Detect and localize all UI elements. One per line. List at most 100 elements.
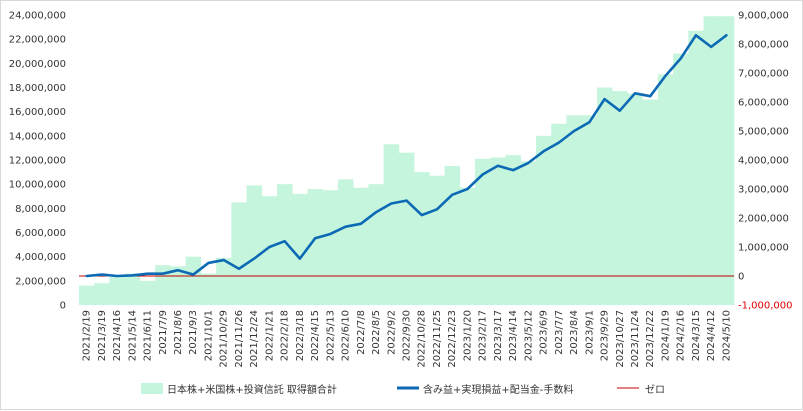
bar-acquisition xyxy=(596,87,613,305)
x-tick-label: 2021/9/3 xyxy=(188,310,199,355)
x-tick-label: 2023/7/7 xyxy=(554,310,565,355)
bar-acquisition xyxy=(520,161,537,305)
bar-acquisition xyxy=(490,157,506,305)
x-tick-label: 2023/12/22 xyxy=(645,310,656,368)
x-tick-label: 2023/5/12 xyxy=(523,310,534,361)
bar-acquisition xyxy=(398,152,415,305)
x-tick-label: 2022/12/23 xyxy=(447,310,458,368)
left-tick-label: 20,000,000 xyxy=(9,59,66,70)
bar-acquisition xyxy=(657,74,674,306)
x-tick-label: 2023/8/4 xyxy=(569,310,580,355)
x-tick-label: 2022/1/21 xyxy=(264,310,275,361)
bar-acquisition xyxy=(688,30,704,306)
right-tick-label: 5,000,000 xyxy=(738,127,789,138)
bar-acquisition xyxy=(124,273,141,305)
x-tick-label: 2022/9/30 xyxy=(402,310,413,361)
x-tick-label: 2021/12/24 xyxy=(249,310,260,368)
bar-acquisition xyxy=(368,184,384,305)
right-tick-label: 8,000,000 xyxy=(738,40,789,51)
bar-acquisition xyxy=(459,187,476,305)
x-tick-label: 2023/6/9 xyxy=(539,310,550,355)
legend-label-profit: 含み益+実現損益+配当金-手数料 xyxy=(423,383,573,396)
bar-acquisition xyxy=(109,277,125,305)
x-axis-ticks: 2021/2/19 2021/3/19 2021/4/16 2021/5/14 2021… xyxy=(82,310,733,368)
bar-acquisition xyxy=(337,179,354,305)
right-tick-label: -1,000,000 xyxy=(738,301,793,312)
x-tick-label: 2022/9/2 xyxy=(386,310,397,355)
x-tick-label: 2023/10/27 xyxy=(615,310,626,368)
x-tick-label: 2022/7/8 xyxy=(356,310,367,355)
left-tick-label: 16,000,000 xyxy=(9,107,66,118)
left-tick-label: 22,000,000 xyxy=(9,35,66,46)
x-tick-label: 2024/4/12 xyxy=(706,310,717,361)
x-tick-label: 2022/5/13 xyxy=(325,310,336,361)
left-tick-label: 8,000,000 xyxy=(15,204,66,215)
right-tick-label: 0 xyxy=(738,272,744,283)
x-tick-label: 2024/1/19 xyxy=(660,310,671,361)
left-tick-label: 4,000,000 xyxy=(15,252,66,263)
bar-acquisition xyxy=(581,115,598,305)
bar-acquisition xyxy=(246,185,263,306)
left-tick-label: 18,000,000 xyxy=(9,83,66,94)
bar-acquisition xyxy=(505,155,522,305)
x-tick-label: 2022/11/25 xyxy=(432,310,443,368)
x-tick-label: 2021/4/16 xyxy=(112,310,123,361)
bar-acquisition xyxy=(200,273,217,305)
bar-acquisition xyxy=(429,175,445,305)
right-tick-label: 9,000,000 xyxy=(738,11,789,22)
x-tick-label: 2021/8/6 xyxy=(173,310,184,355)
left-tick-label: 10,000,000 xyxy=(9,180,66,191)
bar-acquisition xyxy=(475,158,491,305)
x-tick-label: 2022/10/28 xyxy=(417,310,428,368)
left-tick-label: 0 xyxy=(60,301,66,312)
x-tick-label: 2021/6/11 xyxy=(143,310,154,361)
x-tick-label: 2024/2/16 xyxy=(676,310,687,361)
left-tick-label: 24,000,000 xyxy=(9,11,66,22)
bar-acquisition xyxy=(322,190,339,305)
right-tick-label: 1,000,000 xyxy=(738,243,789,254)
bar-acquisition xyxy=(383,144,400,305)
bar-acquisition xyxy=(139,280,156,305)
bar-acquisition xyxy=(444,166,461,305)
x-tick-label: 2023/9/29 xyxy=(600,310,611,361)
x-tick-label: 2021/11/26 xyxy=(234,310,245,368)
left-tick-label: 2,000,000 xyxy=(15,276,66,287)
bar-acquisition xyxy=(292,193,308,305)
bar-acquisition xyxy=(414,172,430,305)
x-tick-label: 2024/5/10 xyxy=(721,310,732,361)
bar-acquisition xyxy=(261,196,278,305)
bar-acquisition xyxy=(185,256,202,305)
profit-line-layer xyxy=(85,33,728,278)
right-tick-label: 3,000,000 xyxy=(738,185,789,196)
profit-line xyxy=(85,33,728,278)
x-tick-label: 2022/2/18 xyxy=(280,310,291,361)
x-tick-label: 2023/2/17 xyxy=(478,310,489,361)
x-tick-label: 2021/10/1 xyxy=(203,310,214,361)
x-tick-label: 2023/1/20 xyxy=(462,310,473,361)
legend-label-zero: ゼロ xyxy=(645,384,665,396)
x-tick-label: 2021/3/19 xyxy=(97,310,108,361)
x-tick-label: 2023/9/1 xyxy=(584,310,595,355)
x-tick-label: 2022/6/10 xyxy=(341,310,352,361)
right-tick-label: 6,000,000 xyxy=(738,98,789,109)
bar-acquisition xyxy=(718,16,735,306)
x-tick-label: 2022/8/5 xyxy=(371,310,382,355)
bar-acquisition xyxy=(94,283,110,305)
legend: 日本株+米国株+投資信託 取得額合計 含み益+実現損益+配当金-手数料 ゼロ xyxy=(141,383,665,396)
bar-acquisition xyxy=(353,187,369,305)
x-tick-label: 2023/3/17 xyxy=(493,310,504,361)
right-tick-label: 7,000,000 xyxy=(738,69,789,80)
bar-acquisition xyxy=(231,202,247,305)
right-tick-label: 2,000,000 xyxy=(738,214,789,225)
x-tick-label: 2021/2/19 xyxy=(82,310,93,361)
left-tick-label: 12,000,000 xyxy=(9,156,66,167)
left-tick-label: 14,000,000 xyxy=(9,131,66,142)
x-tick-label: 2023/4/14 xyxy=(508,310,519,361)
bar-acquisition xyxy=(673,53,689,305)
bar-acquisition xyxy=(551,123,567,305)
bar-acquisition xyxy=(703,16,720,306)
x-tick-label: 2022/4/15 xyxy=(310,310,321,361)
bar-acquisition xyxy=(535,135,552,305)
left-tick-label: 6,000,000 xyxy=(15,228,66,239)
